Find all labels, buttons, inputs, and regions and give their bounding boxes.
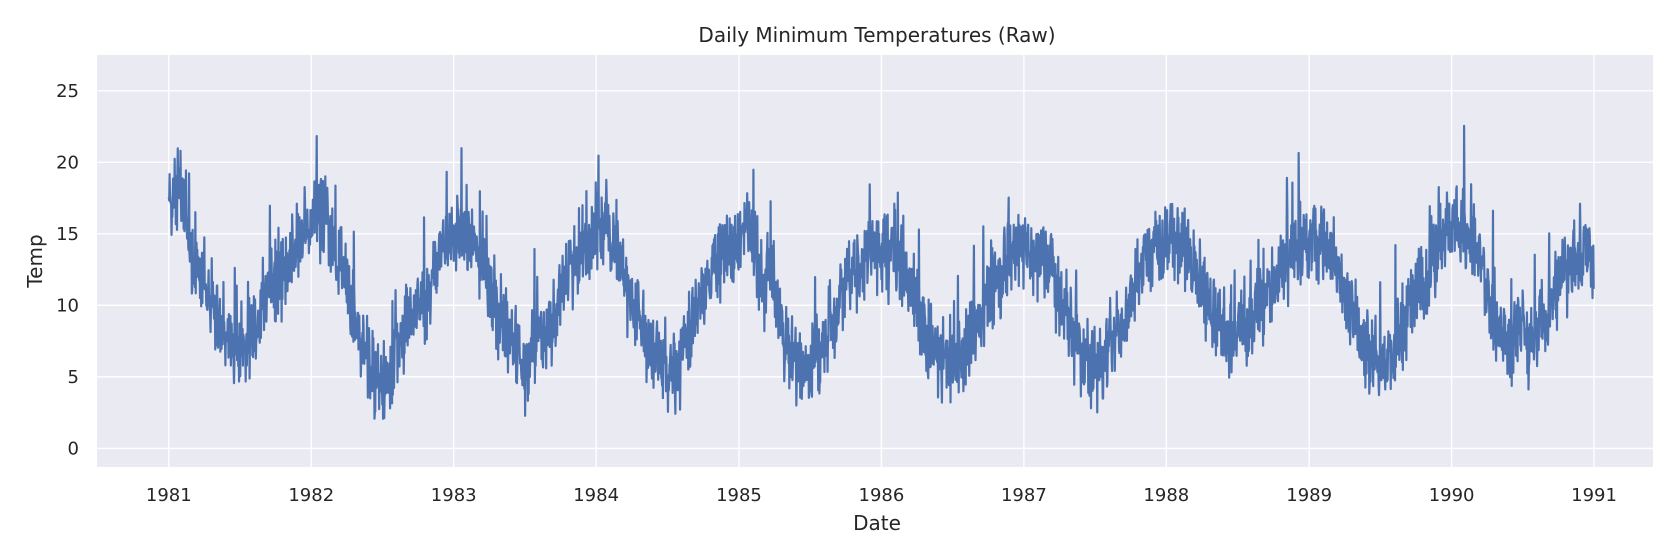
y-tick-label: 20 — [56, 152, 79, 173]
x-axis-label: Date — [853, 511, 901, 535]
x-tick-label: 1981 — [146, 485, 192, 506]
x-tick-label: 1990 — [1429, 485, 1475, 506]
x-tick-label: 1991 — [1571, 485, 1617, 506]
x-tick-label: 1984 — [573, 485, 619, 506]
temperature-series-line — [167, 124, 1595, 420]
x-tick-label: 1982 — [288, 485, 334, 506]
x-tick-label: 1987 — [1001, 485, 1047, 506]
x-axis-ticks: 1981 1982 1983 1984 1985 1986 1987 1988 1989 1990… — [146, 485, 1617, 506]
x-tick-label: 1989 — [1286, 485, 1332, 506]
y-axis-ticks: 0 5 10 15 20 25 — [56, 81, 79, 460]
x-tick-label: 1983 — [431, 485, 477, 506]
chart-title: Daily Minimum Temperatures (Raw) — [698, 23, 1055, 47]
x-tick-label: 1988 — [1143, 485, 1189, 506]
y-axis-label: Temp — [23, 234, 47, 288]
y-tick-label: 25 — [56, 81, 79, 102]
y-tick-label: 10 — [56, 295, 79, 316]
x-tick-label: 1985 — [716, 485, 762, 506]
x-tick-label: 1986 — [859, 485, 905, 506]
y-tick-label: 5 — [68, 367, 79, 388]
y-tick-label: 15 — [56, 224, 79, 245]
series-layer — [167, 124, 1595, 420]
y-tick-label: 0 — [68, 438, 79, 459]
